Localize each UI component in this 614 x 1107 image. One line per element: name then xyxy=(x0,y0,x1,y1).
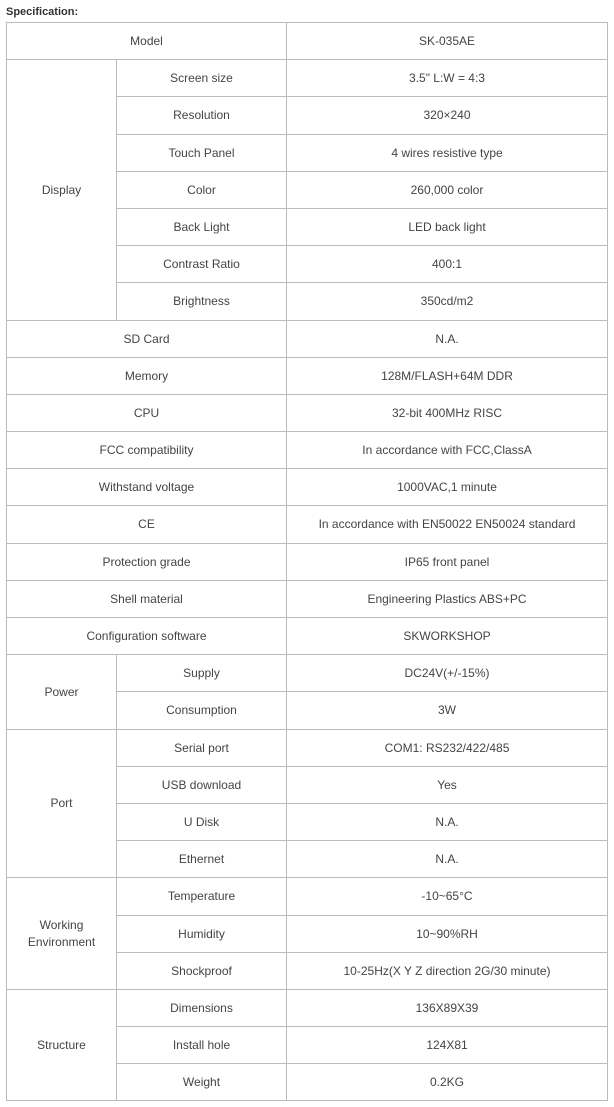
sub-cell: Install hole xyxy=(117,1027,287,1064)
value-cell: 128M/FLASH+64M DDR xyxy=(287,357,608,394)
value-cell: 0.2KG xyxy=(287,1064,608,1101)
sub-cell: Supply xyxy=(117,655,287,692)
table-row: Configuration softwareSKWORKSHOP xyxy=(7,618,608,655)
sub-cell: Consumption xyxy=(117,692,287,729)
sub-cell: Screen size xyxy=(117,60,287,97)
value-cell: 400:1 xyxy=(287,246,608,283)
table-row: Protection gradeIP65 front panel xyxy=(7,543,608,580)
group-cell: Structure xyxy=(7,989,117,1101)
value-cell: 10~90%RH xyxy=(287,915,608,952)
table-row: ModelSK-035AE xyxy=(7,23,608,60)
table-row: PortSerial portCOM1: RS232/422/485 xyxy=(7,729,608,766)
sub-cell: Dimensions xyxy=(117,989,287,1026)
value-cell: 3W xyxy=(287,692,608,729)
sub-cell: Shockproof xyxy=(117,952,287,989)
value-cell: DC24V(+/-15%) xyxy=(287,655,608,692)
group-cell: Protection grade xyxy=(7,543,287,580)
value-cell: COM1: RS232/422/485 xyxy=(287,729,608,766)
value-cell: N.A. xyxy=(287,320,608,357)
value-cell: Engineering Plastics ABS+PC xyxy=(287,580,608,617)
value-cell: 136X89X39 xyxy=(287,989,608,1026)
value-cell: IP65 front panel xyxy=(287,543,608,580)
table-row: FCC compatibilityIn accordance with FCC,… xyxy=(7,432,608,469)
table-row: SD CardN.A. xyxy=(7,320,608,357)
group-cell: Working Environment xyxy=(7,878,117,990)
table-row: StructureDimensions136X89X39 xyxy=(7,989,608,1026)
sub-cell: Resolution xyxy=(117,97,287,134)
value-cell: In accordance with EN50022 EN50024 stand… xyxy=(287,506,608,543)
value-cell: 32-bit 400MHz RISC xyxy=(287,394,608,431)
sub-cell: Color xyxy=(117,171,287,208)
table-row: Memory128M/FLASH+64M DDR xyxy=(7,357,608,394)
group-cell: Port xyxy=(7,729,117,878)
group-cell: CPU xyxy=(7,394,287,431)
value-cell: N.A. xyxy=(287,803,608,840)
sub-cell: Brightness xyxy=(117,283,287,320)
sub-cell: Serial port xyxy=(117,729,287,766)
value-cell: SKWORKSHOP xyxy=(287,618,608,655)
value-cell: 124X81 xyxy=(287,1027,608,1064)
value-cell: 350cd/m2 xyxy=(287,283,608,320)
group-cell: SD Card xyxy=(7,320,287,357)
group-cell: Withstand voltage xyxy=(7,469,287,506)
group-cell: Power xyxy=(7,655,117,729)
value-cell: SK-035AE xyxy=(287,23,608,60)
table-row: CPU32-bit 400MHz RISC xyxy=(7,394,608,431)
value-cell: 260,000 color xyxy=(287,171,608,208)
value-cell: 3.5" L:W = 4:3 xyxy=(287,60,608,97)
sub-cell: Temperature xyxy=(117,878,287,915)
group-cell: Model xyxy=(7,23,287,60)
sub-cell: Ethernet xyxy=(117,841,287,878)
table-row: CEIn accordance with EN50022 EN50024 sta… xyxy=(7,506,608,543)
value-cell: -10~65°C xyxy=(287,878,608,915)
value-cell: Yes xyxy=(287,766,608,803)
sub-cell: Back Light xyxy=(117,208,287,245)
group-cell: Display xyxy=(7,60,117,320)
table-row: Shell materialEngineering Plastics ABS+P… xyxy=(7,580,608,617)
table-row: Withstand voltage1000VAC,1 minute xyxy=(7,469,608,506)
value-cell: 10-25Hz(X Y Z direction 2G/30 minute) xyxy=(287,952,608,989)
table-row: PowerSupplyDC24V(+/-15%) xyxy=(7,655,608,692)
value-cell: 4 wires resistive type xyxy=(287,134,608,171)
sub-cell: U Disk xyxy=(117,803,287,840)
value-cell: 1000VAC,1 minute xyxy=(287,469,608,506)
table-row: Working EnvironmentTemperature-10~65°C xyxy=(7,878,608,915)
page-title: Specification: xyxy=(6,6,608,18)
sub-cell: Humidity xyxy=(117,915,287,952)
value-cell: LED back light xyxy=(287,208,608,245)
group-cell: FCC compatibility xyxy=(7,432,287,469)
table-row: DisplayScreen size3.5" L:W = 4:3 xyxy=(7,60,608,97)
value-cell: N.A. xyxy=(287,841,608,878)
group-cell: Shell material xyxy=(7,580,287,617)
group-cell: CE xyxy=(7,506,287,543)
value-cell: 320×240 xyxy=(287,97,608,134)
sub-cell: Touch Panel xyxy=(117,134,287,171)
value-cell: In accordance with FCC,ClassA xyxy=(287,432,608,469)
group-cell: Memory xyxy=(7,357,287,394)
specification-table: ModelSK-035AEDisplayScreen size3.5" L:W … xyxy=(6,22,608,1101)
sub-cell: USB download xyxy=(117,766,287,803)
sub-cell: Weight xyxy=(117,1064,287,1101)
group-cell: Configuration software xyxy=(7,618,287,655)
sub-cell: Contrast Ratio xyxy=(117,246,287,283)
